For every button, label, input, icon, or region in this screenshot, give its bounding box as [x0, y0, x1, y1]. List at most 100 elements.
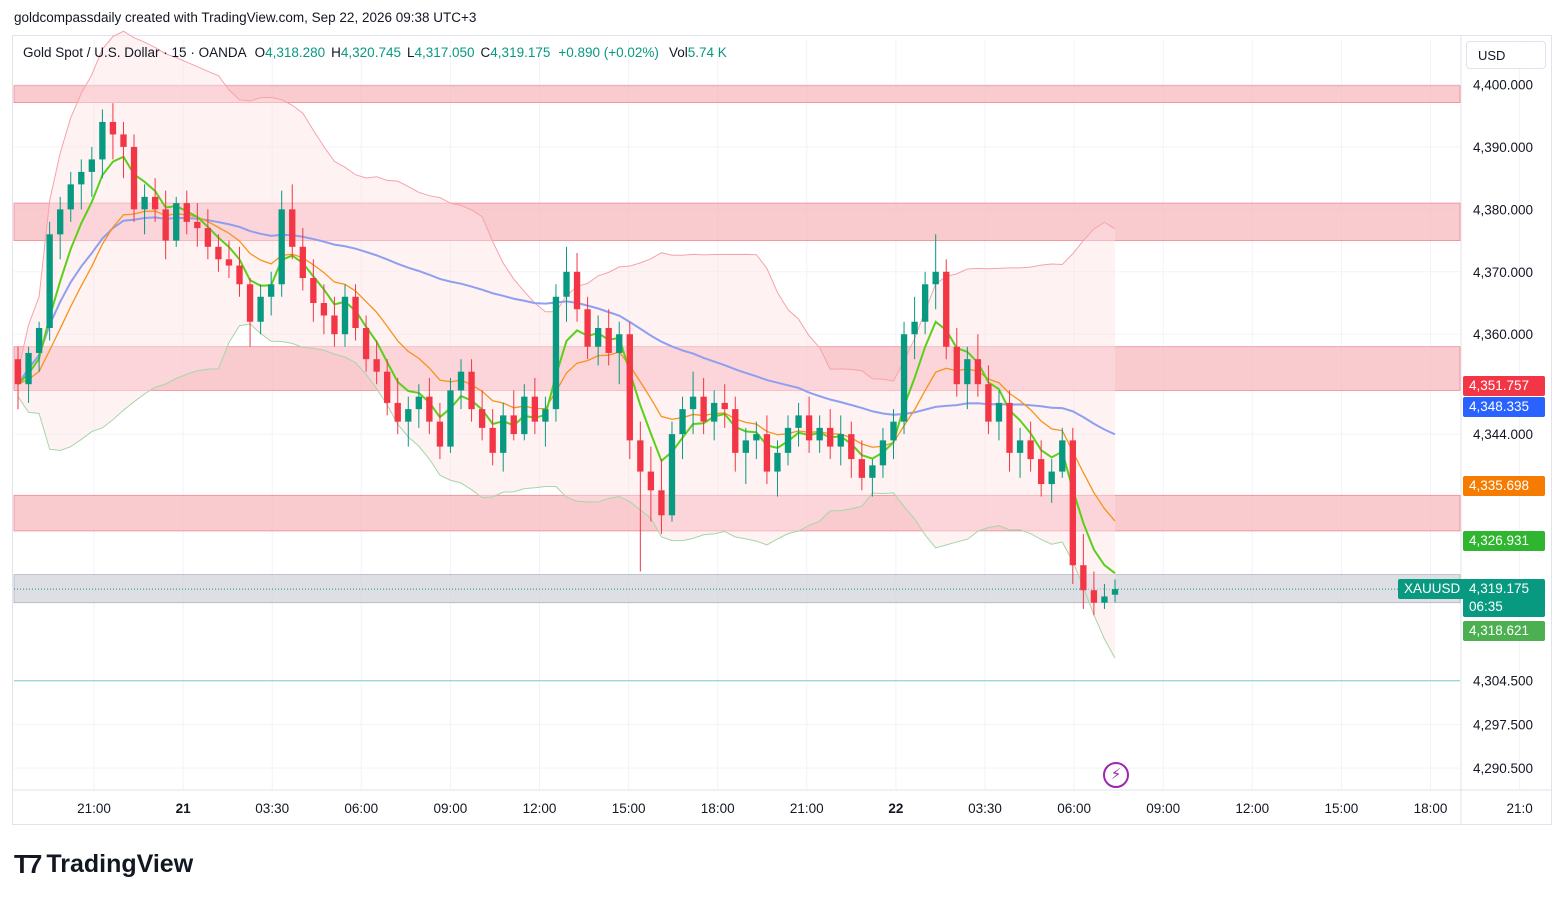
candle-body [795, 415, 802, 428]
candle-body [373, 359, 380, 372]
candle-body [573, 271, 581, 310]
bollinger-bands [17, 30, 1116, 659]
candle-body [753, 434, 760, 441]
tradingview-logo[interactable]: T7 TradingView [14, 849, 193, 880]
chart-caption: goldcompassdaily created with TradingVie… [14, 10, 477, 25]
price-tag: 4,335.698 [1463, 475, 1545, 496]
candle-body [605, 327, 612, 353]
candle-body [784, 427, 792, 453]
close-value: 4,319.175 [490, 45, 551, 60]
candle-body [531, 396, 539, 422]
x-tick-label: 09:00 [1146, 801, 1180, 816]
candle-body [742, 440, 749, 453]
candle-body [848, 434, 855, 460]
candle-body [711, 402, 718, 422]
candle-body [14, 359, 22, 385]
candle-body [584, 309, 591, 347]
candle-body [510, 415, 517, 435]
x-tick-label: 21:00 [790, 801, 824, 816]
candle-body [879, 440, 887, 466]
candle-body [130, 146, 138, 210]
symbol-name[interactable]: Gold Spot / U.S. Dollar · 15 · OANDA [23, 45, 247, 60]
candle-body [858, 459, 866, 478]
open-label: O [254, 45, 266, 60]
candle-body [521, 396, 528, 435]
x-tick-label: 06:00 [344, 801, 378, 816]
x-tick-label: 12:00 [523, 801, 557, 816]
y-tick-label: 4,370.000 [1473, 265, 1533, 280]
candle-body [25, 352, 32, 385]
candle-body [120, 134, 127, 147]
currency-button[interactable]: USD [1466, 41, 1546, 69]
candle-body [173, 203, 180, 241]
x-tick-label: 03:30 [255, 801, 289, 816]
resistance-zone [13, 346, 1461, 391]
candle-body [1006, 402, 1013, 453]
candle-body [995, 402, 1003, 422]
candle-body [67, 184, 74, 210]
ema-fast-line [17, 155, 1116, 574]
candle-body [1027, 440, 1034, 460]
candle-body [99, 121, 106, 160]
candle-body [278, 209, 285, 285]
candle-body [299, 246, 306, 279]
candle-body [289, 209, 296, 247]
candle-body [88, 159, 96, 172]
change-value: +0.890 (+0.02%) [558, 45, 659, 60]
symbol-legend: Gold Spot / U.S. Dollar · 15 · OANDA O 4,… [23, 45, 727, 60]
tradingview-logo-icon: T7 [14, 849, 42, 879]
volume-value: 5.74 K [687, 45, 727, 60]
y-tick-label: 4,304.500 [1473, 674, 1533, 689]
high-value: 4,320.745 [340, 45, 401, 60]
y-tick-label: 4,360.000 [1473, 327, 1533, 342]
candle-body [563, 271, 570, 297]
x-tick-label: 15:00 [1325, 801, 1359, 816]
candle-body [1080, 565, 1087, 591]
price-tag: 4,318.621 [1463, 620, 1545, 641]
x-tick-label: 06:00 [1057, 801, 1091, 816]
candle-body [974, 359, 982, 385]
candle-body [162, 209, 169, 241]
candle-body [1037, 459, 1045, 485]
candle-body [384, 371, 391, 403]
candle-body [552, 296, 560, 410]
candle-body [394, 402, 401, 422]
candle-body [362, 327, 370, 360]
candle-body [1016, 440, 1024, 453]
candle-body [352, 296, 359, 328]
candle-body [763, 434, 771, 472]
y-tick-label: 4,390.000 [1473, 140, 1533, 155]
candle-body [943, 271, 950, 347]
candle-body [542, 409, 549, 422]
x-tick-label: 21:00 [77, 801, 111, 816]
candle-body [616, 334, 623, 353]
candle-body [194, 221, 201, 229]
candle-body [267, 284, 275, 297]
candle-body [35, 327, 43, 353]
resistance-zones [13, 85, 1461, 682]
candle-body [953, 346, 960, 385]
y-tick-label: 4,297.500 [1473, 717, 1533, 732]
y-tick-label: 4,380.000 [1473, 202, 1533, 217]
candle-body [1111, 589, 1119, 595]
volume-label: Vol [668, 45, 688, 60]
candle-body [478, 409, 486, 428]
candle-body [626, 334, 633, 441]
candle-body [500, 415, 507, 453]
candle-body [310, 278, 317, 304]
candle-body [78, 171, 85, 185]
lightning-icon[interactable]: ⚡ [1103, 762, 1129, 788]
x-tick-label: 18:00 [701, 801, 735, 816]
symbol-tag: XAUUSD [1398, 579, 1467, 600]
candle-body [46, 234, 53, 328]
open-value: 4,318.280 [265, 45, 326, 60]
candle-body [183, 203, 190, 222]
high-label: H [331, 45, 341, 60]
candle-body [932, 271, 939, 285]
candle-body [320, 303, 328, 316]
candle-body [236, 265, 243, 285]
axis-ticks: 4,400.000 4,390.000 4,380.000 4,370.000 4,36… [77, 77, 1533, 816]
candle-countdown: 06:35 [1463, 597, 1545, 618]
ema-slow-line [17, 210, 1116, 522]
